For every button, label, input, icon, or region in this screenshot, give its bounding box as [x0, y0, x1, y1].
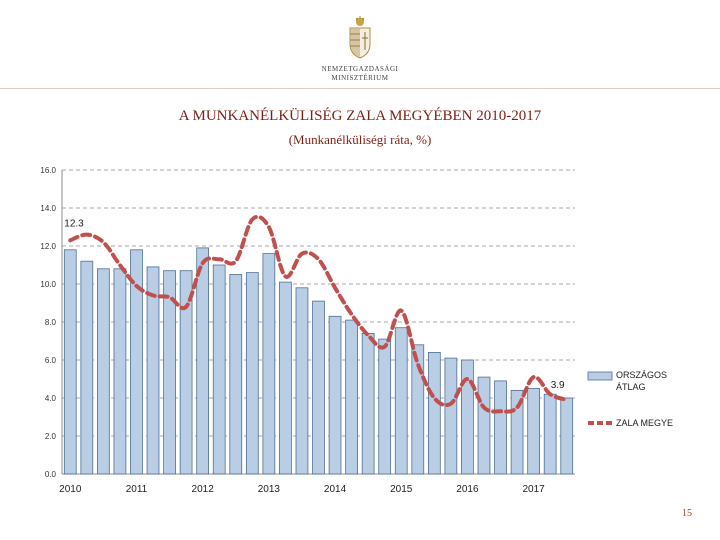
bar-orszagos-atlag — [543, 393, 557, 475]
legend-label-zala-megye: ZALA MEGYE — [616, 418, 673, 428]
x-tick-label: 2014 — [324, 484, 347, 495]
y-tick-label: 14.0 — [40, 204, 56, 213]
bar-orszagos-atlag — [245, 272, 259, 475]
bar-orszagos-atlag — [229, 274, 243, 475]
bar-orszagos-atlag — [394, 327, 408, 475]
bar-orszagos-atlag — [494, 380, 507, 475]
line-zala-megye — [68, 214, 569, 414]
bar-orszagos-atlag — [97, 268, 110, 475]
y-tick-label: 6.0 — [45, 356, 57, 365]
bar-orszagos-atlag — [345, 319, 358, 475]
bar-orszagos-atlag — [262, 253, 276, 475]
chart-title: A MUNKANÉLKÜLISÉG ZALA MEGYÉBEN 2010-201… — [178, 108, 542, 124]
x-tick-label: 2012 — [192, 484, 215, 495]
bar-orszagos-atlag — [361, 332, 375, 475]
x-tick-label: 2015 — [390, 484, 413, 495]
y-tick-label: 10.0 — [40, 280, 56, 289]
bar-orszagos-atlag — [279, 281, 292, 475]
header-divider — [0, 88, 720, 89]
bar-orszagos-atlag — [146, 266, 160, 475]
bar-orszagos-atlag — [212, 264, 226, 475]
coat-of-arms-icon — [349, 16, 371, 59]
bar-orszagos-atlag — [113, 268, 127, 475]
bar-orszagos-atlag — [510, 389, 524, 475]
logo-line-2: MINISZTÉRIUM — [331, 74, 389, 82]
bar-orszagos-atlag — [295, 287, 309, 475]
x-tick-label: 2017 — [523, 484, 546, 495]
ministry-logo: NEMZETGAZDASÁGI MINISZTÉRIUM — [320, 16, 400, 83]
legend-label-orszagos-atlag: ORSZÁGOS — [616, 370, 667, 380]
bar-orszagos-atlag — [179, 270, 193, 475]
y-tick-label: 2.0 — [45, 432, 57, 441]
data-label: 3.9 — [551, 380, 565, 391]
chart-subtitle: (Munkanélküliségi ráta, %) — [288, 132, 432, 147]
bar-orszagos-atlag — [427, 351, 441, 475]
x-tick-label: 2010 — [59, 484, 82, 495]
bar-orszagos-atlag — [444, 357, 458, 475]
bar-orszagos-atlag — [527, 388, 540, 475]
bar-orszagos-atlag — [477, 376, 491, 475]
bar-orszagos-atlag — [328, 315, 342, 475]
logo-line-1: NEMZETGAZDASÁGI — [321, 65, 399, 73]
bar-orszagos-atlag — [163, 270, 176, 475]
legend-swatch-bar — [587, 371, 613, 381]
data-label: 12.3 — [64, 218, 84, 229]
bar-orszagos-atlag — [63, 249, 77, 475]
bar-orszagos-atlag — [130, 249, 143, 475]
legend-label-orszagos-atlag: ÁTLAG — [616, 382, 646, 392]
bar-orszagos-atlag — [312, 300, 325, 475]
x-tick-label: 2013 — [258, 484, 281, 495]
page-number: 15 — [682, 508, 692, 519]
y-tick-label: 12.0 — [40, 242, 56, 251]
x-tick-label: 2016 — [456, 484, 479, 495]
bar-orszagos-atlag — [411, 344, 425, 475]
bar-orszagos-atlag — [560, 397, 574, 475]
y-tick-label: 8.0 — [45, 318, 57, 327]
x-tick-label: 2011 — [126, 484, 148, 495]
y-tick-label: 16.0 — [40, 166, 56, 175]
bar-orszagos-atlag — [378, 338, 392, 475]
bar-orszagos-atlag — [80, 260, 94, 475]
y-tick-label: 4.0 — [45, 394, 57, 403]
y-tick-label: 0.0 — [45, 470, 57, 479]
bar-orszagos-atlag — [196, 247, 210, 475]
bar-orszagos-atlag — [461, 359, 474, 475]
